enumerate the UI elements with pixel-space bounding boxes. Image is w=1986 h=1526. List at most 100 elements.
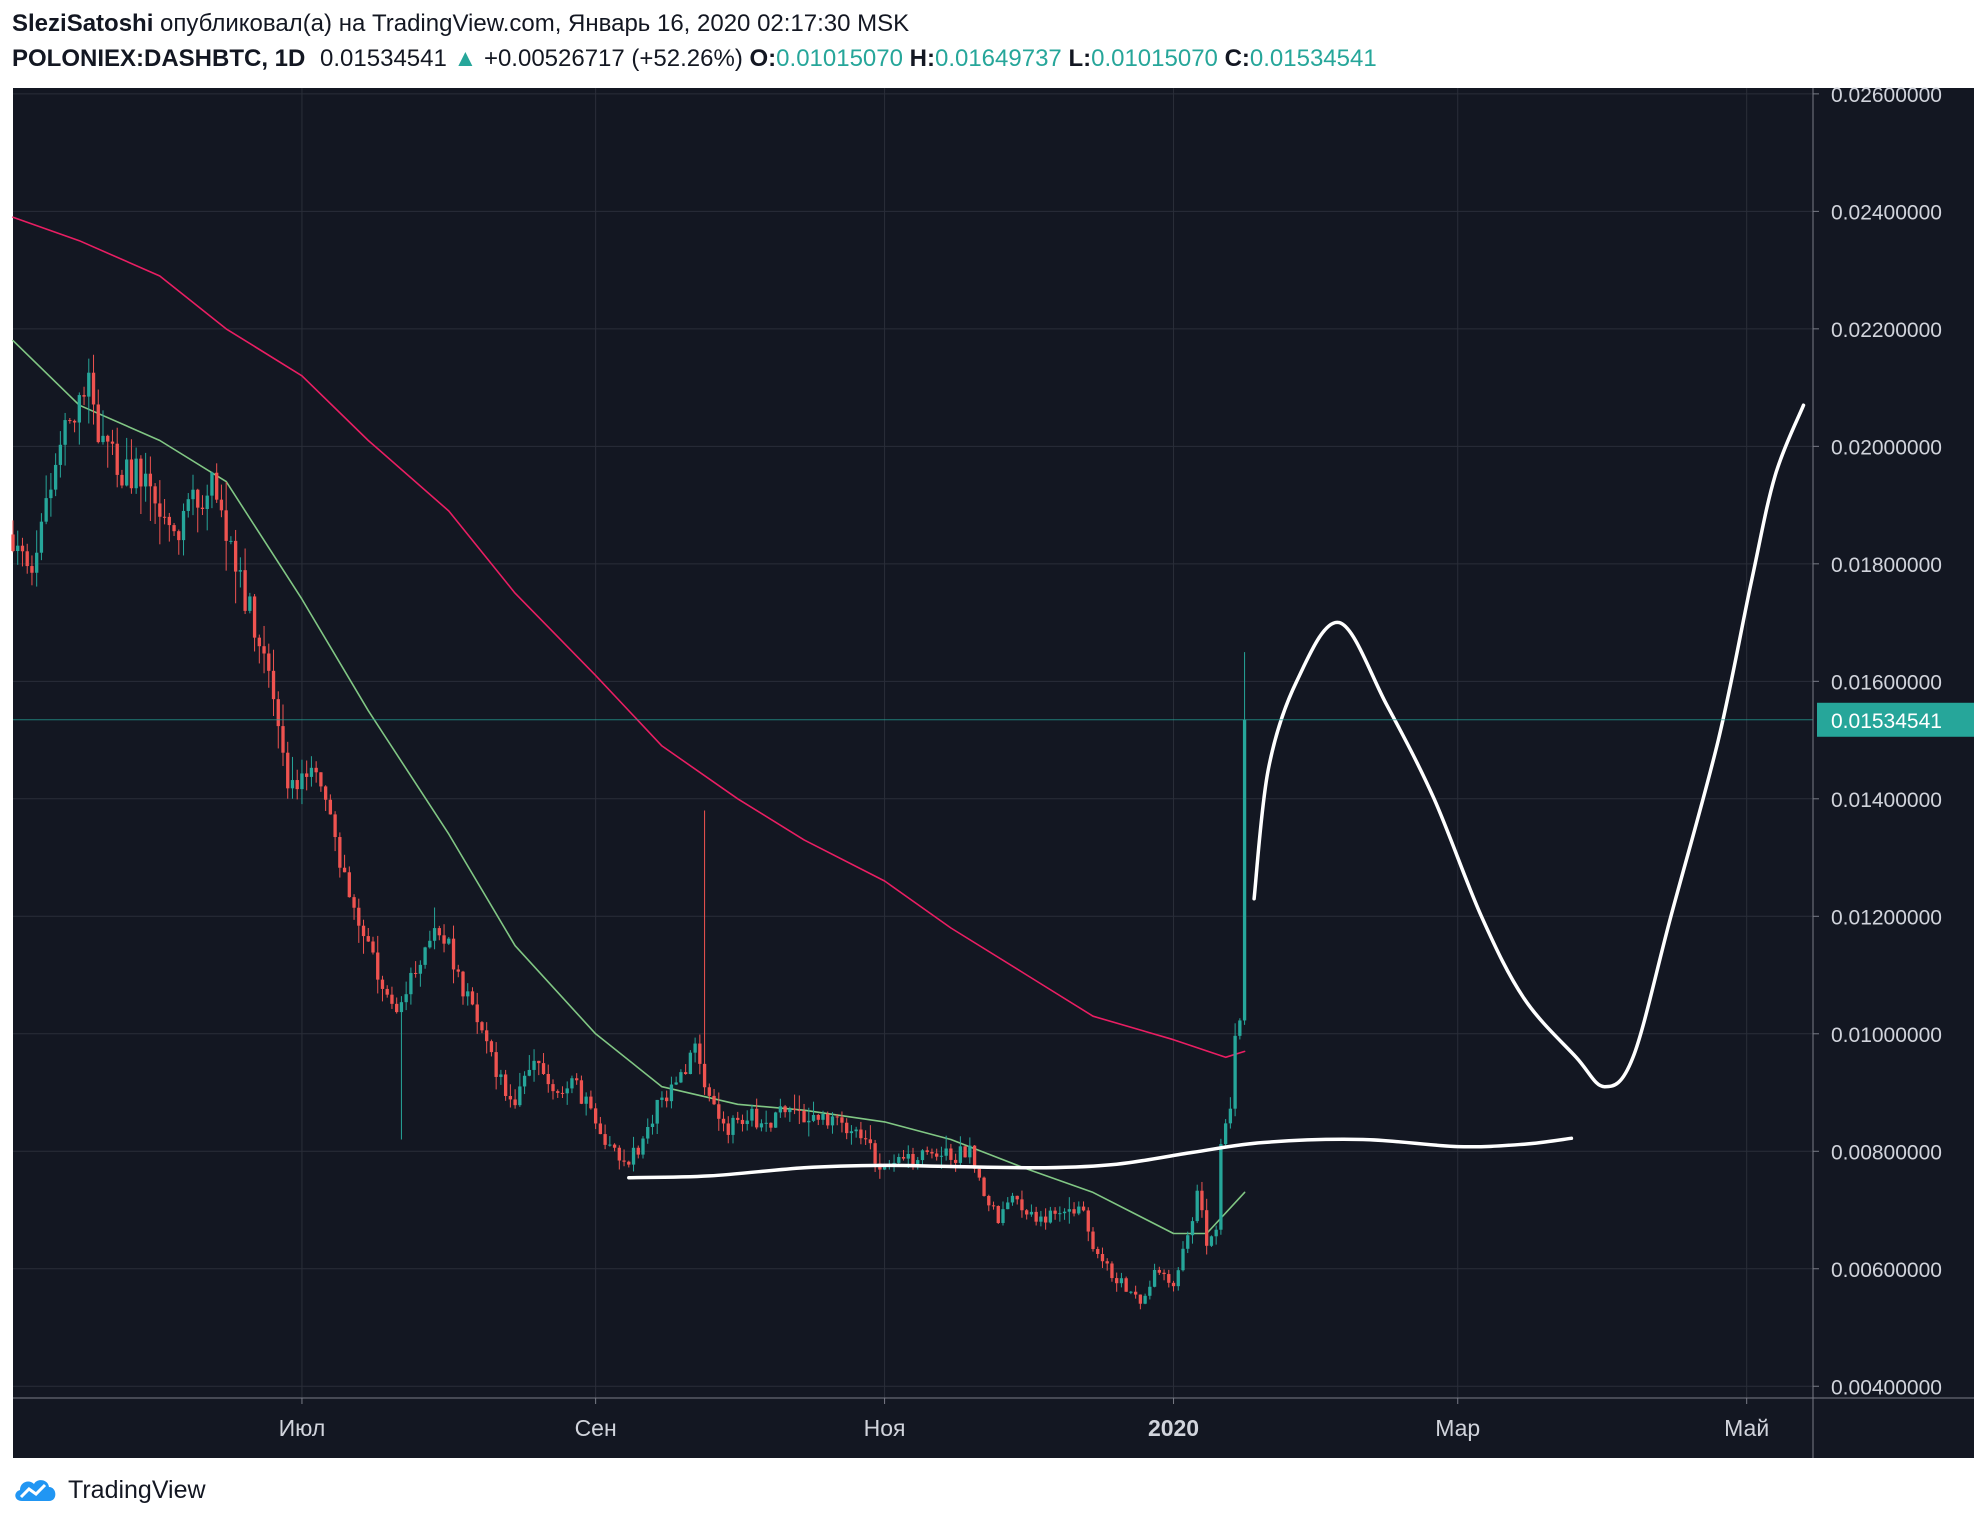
candle-body bbox=[129, 459, 134, 489]
candle-body bbox=[461, 971, 465, 997]
candle-body bbox=[968, 1145, 972, 1158]
candle-body bbox=[617, 1147, 621, 1161]
candle-body bbox=[1228, 1108, 1233, 1124]
sma-long-line bbox=[12, 216, 1246, 1059]
candle-body bbox=[120, 474, 124, 486]
low-label: L: bbox=[1068, 45, 1092, 72]
plot-background bbox=[13, 88, 1974, 1458]
candle-body bbox=[821, 1113, 825, 1120]
candle-body bbox=[1006, 1202, 1010, 1210]
candle-body bbox=[944, 1148, 948, 1156]
candle-body bbox=[1181, 1248, 1185, 1271]
candle-body bbox=[755, 1108, 759, 1128]
candle-body bbox=[1186, 1235, 1190, 1249]
candle-body bbox=[518, 1086, 522, 1106]
candle-body bbox=[1053, 1210, 1057, 1214]
candle-body bbox=[1001, 1209, 1005, 1224]
candle-body bbox=[736, 1117, 740, 1120]
candle-body bbox=[96, 404, 100, 443]
candle-body bbox=[110, 441, 115, 444]
candle-body bbox=[1043, 1216, 1048, 1223]
candle-body bbox=[1214, 1229, 1218, 1237]
tradingview-cloud-icon[interactable] bbox=[12, 1475, 58, 1505]
candle-body bbox=[1025, 1210, 1029, 1215]
candle-body bbox=[589, 1096, 593, 1109]
publish-line: SleziSatoshi опубликовал(а) на TradingVi… bbox=[12, 10, 909, 38]
y-tick-label: 0.02600000 bbox=[1831, 84, 1942, 107]
candle-body bbox=[688, 1052, 693, 1075]
candle-body bbox=[286, 752, 290, 789]
candle-body bbox=[972, 1145, 977, 1169]
candle-body bbox=[1138, 1294, 1143, 1304]
candle-body bbox=[437, 928, 441, 936]
candle-body bbox=[352, 897, 356, 908]
candle-body bbox=[707, 1087, 711, 1096]
candle-body bbox=[1148, 1286, 1152, 1296]
user-drawings bbox=[627, 403, 1806, 1180]
candle-body bbox=[845, 1122, 849, 1134]
published-text: опубликовал(а) на TradingView.com, Январ… bbox=[160, 10, 910, 37]
candle-body bbox=[513, 1099, 517, 1106]
candle-body bbox=[281, 726, 285, 753]
candle-body bbox=[1124, 1278, 1128, 1292]
candle-body bbox=[432, 928, 437, 941]
candle-body bbox=[338, 837, 342, 868]
candle-body bbox=[1242, 719, 1247, 1021]
candle-body bbox=[11, 534, 15, 551]
candle-body bbox=[650, 1123, 655, 1127]
candle-body bbox=[376, 952, 380, 980]
candle-body bbox=[939, 1155, 944, 1157]
candle-body bbox=[428, 940, 432, 948]
candle-body bbox=[485, 1030, 489, 1042]
candle-body bbox=[390, 994, 394, 1004]
y-tick-label: 0.02200000 bbox=[1831, 319, 1942, 342]
candle-body bbox=[20, 545, 25, 552]
candle-body bbox=[229, 540, 233, 542]
candle-body bbox=[1238, 1020, 1242, 1036]
candle-body bbox=[901, 1157, 906, 1159]
candle-body bbox=[134, 458, 138, 489]
high-label: H: bbox=[909, 45, 935, 72]
author-name[interactable]: SleziSatoshi bbox=[12, 10, 154, 37]
candle-body bbox=[740, 1119, 745, 1125]
candle-body bbox=[1086, 1210, 1090, 1232]
candle-body bbox=[58, 444, 63, 465]
candle-body bbox=[721, 1118, 726, 1124]
candle-body bbox=[958, 1146, 963, 1163]
candle-body bbox=[319, 772, 323, 787]
candle-body bbox=[347, 872, 351, 898]
candle-body bbox=[399, 1002, 404, 1013]
candle-body bbox=[35, 552, 39, 573]
candle-body bbox=[191, 489, 195, 500]
candle-body bbox=[655, 1099, 659, 1124]
close-label: C: bbox=[1224, 45, 1250, 72]
candle-body bbox=[840, 1117, 844, 1123]
candle-body bbox=[679, 1072, 683, 1083]
candle-body bbox=[560, 1092, 565, 1094]
candle-body bbox=[508, 1095, 513, 1100]
candle-body bbox=[200, 507, 205, 510]
candle-body bbox=[162, 516, 167, 518]
candle-body bbox=[911, 1153, 915, 1167]
candle-body bbox=[631, 1147, 636, 1165]
candle-body bbox=[177, 531, 181, 541]
candle-body bbox=[1015, 1195, 1019, 1200]
candle-body bbox=[451, 938, 456, 970]
tradingview-brand[interactable]: TradingView bbox=[68, 1475, 206, 1504]
candle-body bbox=[835, 1116, 839, 1118]
candle-body bbox=[82, 395, 86, 397]
candle-body bbox=[873, 1143, 877, 1164]
candle-body bbox=[669, 1084, 674, 1102]
candle-body bbox=[792, 1108, 797, 1110]
candle-body bbox=[1119, 1278, 1124, 1284]
candle-body bbox=[305, 773, 309, 777]
candle-body bbox=[196, 489, 200, 508]
candle-body bbox=[745, 1120, 749, 1125]
candle-body bbox=[1034, 1211, 1038, 1222]
candle-body bbox=[314, 767, 318, 773]
candle-body bbox=[418, 964, 423, 974]
candle-body bbox=[91, 372, 96, 405]
candle-body bbox=[778, 1106, 783, 1113]
x-tick-label: Сен bbox=[575, 1415, 617, 1441]
